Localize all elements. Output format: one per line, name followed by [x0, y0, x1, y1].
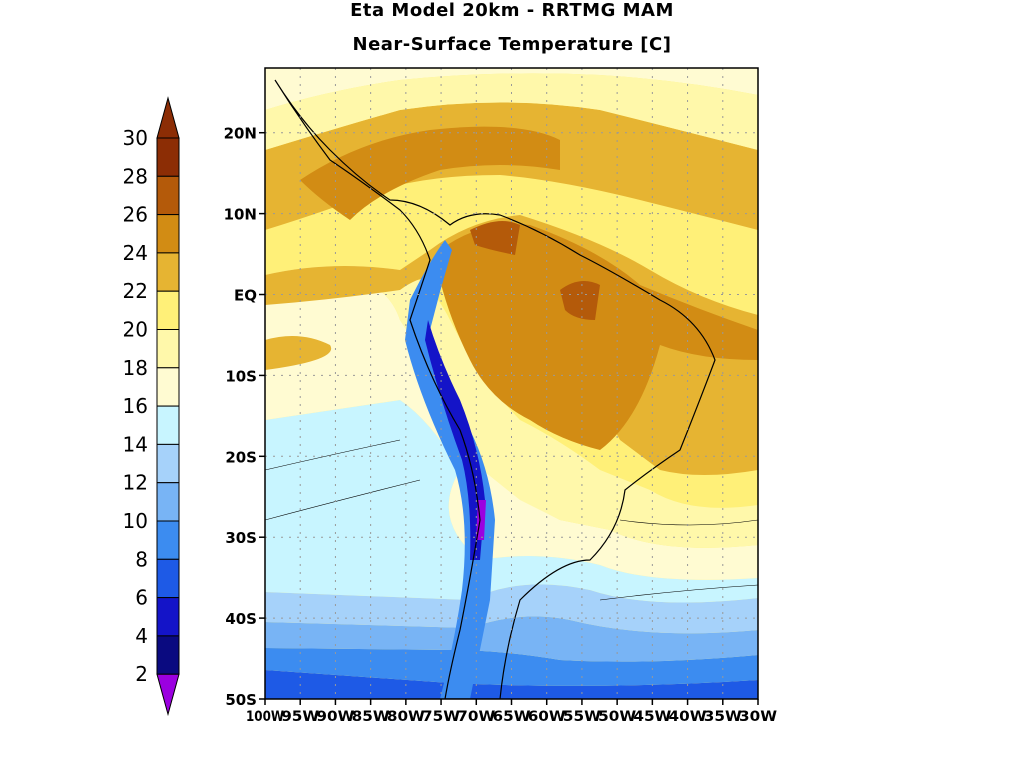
map-field — [265, 68, 758, 699]
lon-label: 75W — [422, 709, 460, 725]
colorbar-label: 10 — [123, 509, 148, 533]
colorbar-label: 6 — [135, 586, 148, 610]
colorbar-label: 22 — [123, 279, 148, 303]
lat-label: 10S — [225, 367, 257, 385]
contour — [265, 439, 401, 471]
colorbar-arrow-bottom — [156, 673, 180, 717]
map-title: Eta Model 20km - RRTMG MAM — [350, 0, 674, 21]
colorbar-label: 14 — [123, 432, 148, 456]
band-top-20 — [265, 73, 758, 150]
band-24-26-north — [265, 102, 758, 230]
band-12-14 — [265, 584, 758, 634]
colorbar-label: 8 — [135, 547, 148, 571]
colorbar: 30 28 26 24 22 20 18 16 14 12 10 8 6 4 2 — [123, 96, 180, 717]
andes-coldest — [425, 320, 485, 560]
contour — [599, 584, 758, 601]
lat-label: 40S — [225, 610, 257, 628]
lon-label: 70W — [457, 709, 495, 725]
band-10-12 — [265, 616, 758, 662]
lon-label: 65W — [493, 709, 531, 725]
contour — [265, 479, 421, 521]
colorbar-label: 30 — [123, 126, 148, 150]
lat-label: 20S — [225, 448, 257, 466]
lon-label: 100W — [246, 709, 284, 725]
andes-cold — [405, 240, 495, 699]
colorbar-label: 26 — [123, 203, 148, 227]
colorbar-label: 20 — [123, 318, 148, 342]
colorbar-label: 12 — [123, 471, 148, 495]
lat-label: 20N — [224, 125, 257, 143]
lon-label: 60W — [528, 709, 566, 725]
lon-label: 50W — [598, 709, 636, 725]
lon-label: 35W — [704, 709, 742, 725]
lon-label: 90W — [316, 709, 354, 725]
band-16-18 — [265, 280, 758, 580]
colorbar-label: 4 — [135, 624, 148, 648]
contour — [619, 519, 758, 526]
band-6-8 — [265, 670, 758, 699]
colorbar-label: 28 — [123, 164, 148, 188]
lat-label: 30S — [225, 529, 257, 547]
lat-label: EQ — [234, 287, 257, 305]
band-28-30 — [470, 221, 520, 255]
map-grid — [265, 68, 758, 699]
band-8-10 — [265, 648, 758, 686]
band-26-28-caribbean — [300, 126, 560, 220]
colorbar-label: 24 — [123, 241, 148, 265]
lon-label: 95W — [281, 709, 319, 725]
lon-label: 30W — [739, 709, 777, 725]
lat-label: 50S — [225, 691, 257, 709]
lon-label: 55W — [563, 709, 601, 725]
lat-label: 10N — [224, 206, 257, 224]
coastline — [274, 79, 716, 699]
lon-label: 80W — [387, 709, 425, 725]
band-26-28-amazon — [440, 224, 758, 450]
colorbar-label: 2 — [135, 662, 148, 686]
map-subtitle: Near-Surface Temperature [C] — [352, 34, 672, 55]
band-top-cool — [265, 68, 758, 110]
lon-label: 40W — [669, 709, 707, 725]
band-14-16 — [265, 400, 758, 603]
lon-axis: 100W95W90W85W80W75W70W65W60W55W50W45W40W… — [246, 699, 777, 725]
band-28-30-b — [560, 281, 600, 320]
lon-label: 45W — [633, 709, 671, 725]
lat-axis: 20N 10N EQ 10S 20S 30S 40S 50S — [224, 125, 265, 709]
lon-label: 85W — [352, 709, 390, 725]
band-18-20 — [265, 266, 758, 548]
colorbar-label: 18 — [123, 356, 148, 380]
colorbar-label: 16 — [123, 394, 148, 418]
